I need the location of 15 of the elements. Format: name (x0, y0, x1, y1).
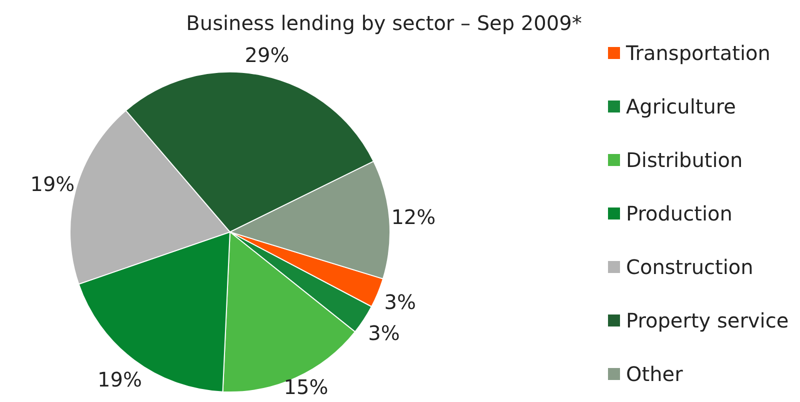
data-label: 29% (244, 43, 290, 67)
legend-label: Transportation (625, 41, 770, 65)
data-label: 15% (284, 375, 328, 399)
legend-label: Property service (626, 308, 789, 332)
legend-label: Other (626, 362, 684, 386)
legend-label: Distribution (626, 148, 743, 172)
data-label: 3% (384, 290, 416, 314)
data-label: 19% (98, 367, 142, 392)
legend-label: Agriculture (626, 94, 736, 118)
data-label: 12% (391, 205, 436, 230)
data-label: 3% (368, 320, 400, 345)
chart-title: Business lending by sector – Sep 2009* (186, 11, 582, 35)
data-label: 19% (30, 172, 75, 196)
legend-label: Production (626, 202, 732, 226)
legend-label: Construction (626, 255, 754, 279)
